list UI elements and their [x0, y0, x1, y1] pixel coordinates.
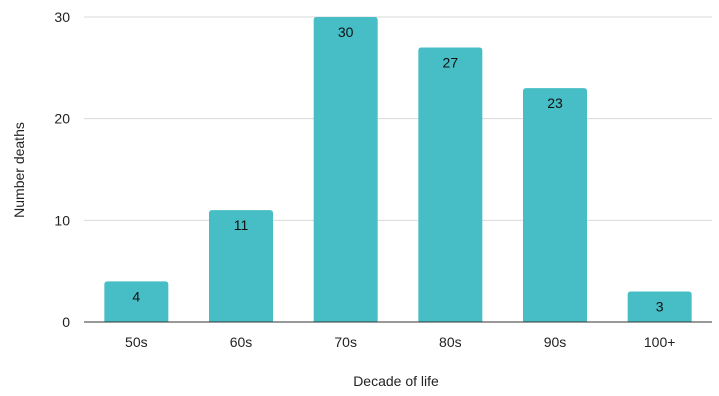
y-tick-label: 0: [62, 314, 70, 330]
bar: [313, 17, 378, 322]
bar: [523, 88, 587, 323]
y-tick-label: 10: [54, 212, 70, 228]
bar: [418, 47, 483, 322]
x-tick-label: 90s: [544, 334, 567, 350]
bar-value-label: 11: [234, 217, 249, 233]
x-axis-title: Decade of life: [353, 373, 439, 389]
x-tick-label: 80s: [439, 334, 462, 350]
bar-value-label: 30: [338, 24, 354, 40]
bar: [209, 210, 273, 322]
x-tick-label: 50s: [125, 334, 148, 350]
gridlines: [84, 16, 712, 221]
bar-value-label: 27: [443, 55, 459, 71]
bars: [104, 17, 692, 323]
bar: [627, 291, 692, 322]
y-axis-title: Number deaths: [11, 122, 27, 218]
bar-value-label: 4: [132, 288, 140, 304]
x-tick-label: 100+: [644, 334, 676, 350]
data-labels: 4 11 30 27 23 3: [132, 24, 663, 315]
x-tick-label: 70s: [334, 334, 357, 350]
axes: 0 10 20 30 50s 60s 70s 80s 90s 100+: [54, 9, 712, 350]
bar: [104, 281, 169, 322]
bar-value-label: 3: [656, 299, 664, 315]
bar-value-label: 23: [547, 95, 563, 111]
y-tick-label: 30: [54, 9, 70, 25]
x-tick-label: 60s: [230, 334, 253, 350]
y-tick-label: 20: [54, 111, 70, 127]
